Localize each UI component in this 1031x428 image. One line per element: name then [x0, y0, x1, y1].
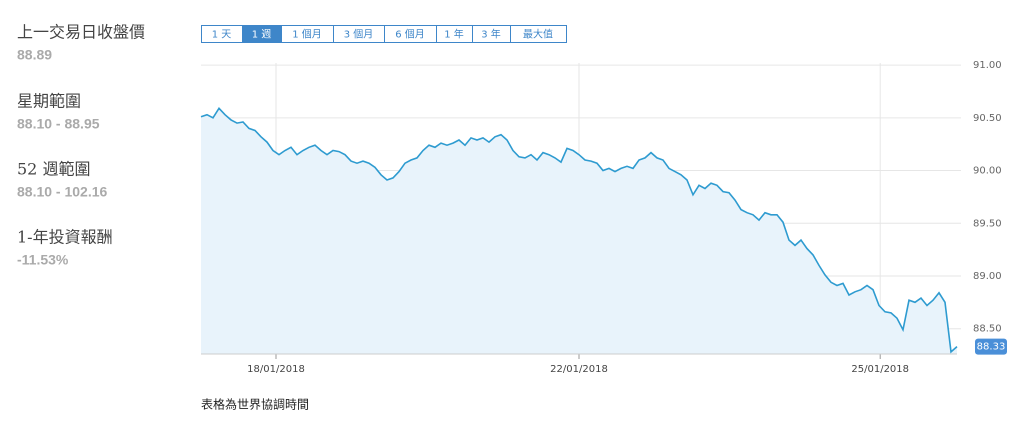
- button-label[interactable]: 6 個月: [395, 28, 425, 41]
- footnote: 表格為世界協調時間: [201, 397, 309, 412]
- y-tick-label: 91.00: [973, 60, 1002, 71]
- y-tick-label: 89.00: [973, 271, 1002, 282]
- range-button[interactable]: 1 年: [436, 25, 473, 43]
- stat-value: 88.89: [17, 47, 52, 63]
- x-tick-label: 25/01/2018: [851, 364, 909, 375]
- button-label[interactable]: 1 天: [212, 30, 232, 41]
- x-tick-label: 18/01/2018: [247, 364, 305, 375]
- y-tick-label: 90.00: [973, 166, 1002, 177]
- stat-label: 1-年投資報酬: [17, 228, 113, 247]
- range-button[interactable]: 1 週: [242, 25, 282, 43]
- button-label[interactable]: 3 個月: [344, 28, 374, 41]
- range-button[interactable]: 3 年: [472, 25, 511, 43]
- stat-label: 52 週範圍: [17, 160, 90, 179]
- stat-value: 88.10 - 102.16: [17, 184, 108, 200]
- button-box: [510, 25, 567, 43]
- button-label[interactable]: 1 週: [252, 29, 272, 41]
- button-label[interactable]: 3 年: [481, 28, 501, 41]
- y-tick-label: 90.50: [973, 113, 1002, 124]
- range-button[interactable]: 1 個月: [281, 25, 334, 43]
- stat-value: 88.10 - 88.95: [17, 116, 100, 132]
- range-button[interactable]: 3 個月: [333, 25, 385, 43]
- area-fill: [201, 108, 957, 354]
- button-label[interactable]: 1 年: [444, 28, 464, 41]
- y-tick-label: 89.50: [973, 218, 1002, 229]
- range-button[interactable]: 6 個月: [384, 25, 437, 43]
- button-label[interactable]: 1 個月: [292, 28, 322, 41]
- price-line: [200, 106, 958, 354]
- current-label: 88.33: [977, 342, 1006, 353]
- button-label[interactable]: 最大值: [523, 28, 553, 41]
- range-button[interactable]: 最大值: [510, 25, 567, 43]
- stat-label: 星期範圍: [17, 92, 81, 111]
- range-button[interactable]: 1 天: [201, 25, 243, 43]
- x-tick-label: 22/01/2018: [550, 364, 608, 375]
- y-tick-label: 88.50: [973, 324, 1002, 335]
- stat-label: 上一交易日收盤價: [17, 23, 145, 42]
- current-badge: [975, 338, 1007, 355]
- stat-value: -11.53%: [17, 252, 69, 268]
